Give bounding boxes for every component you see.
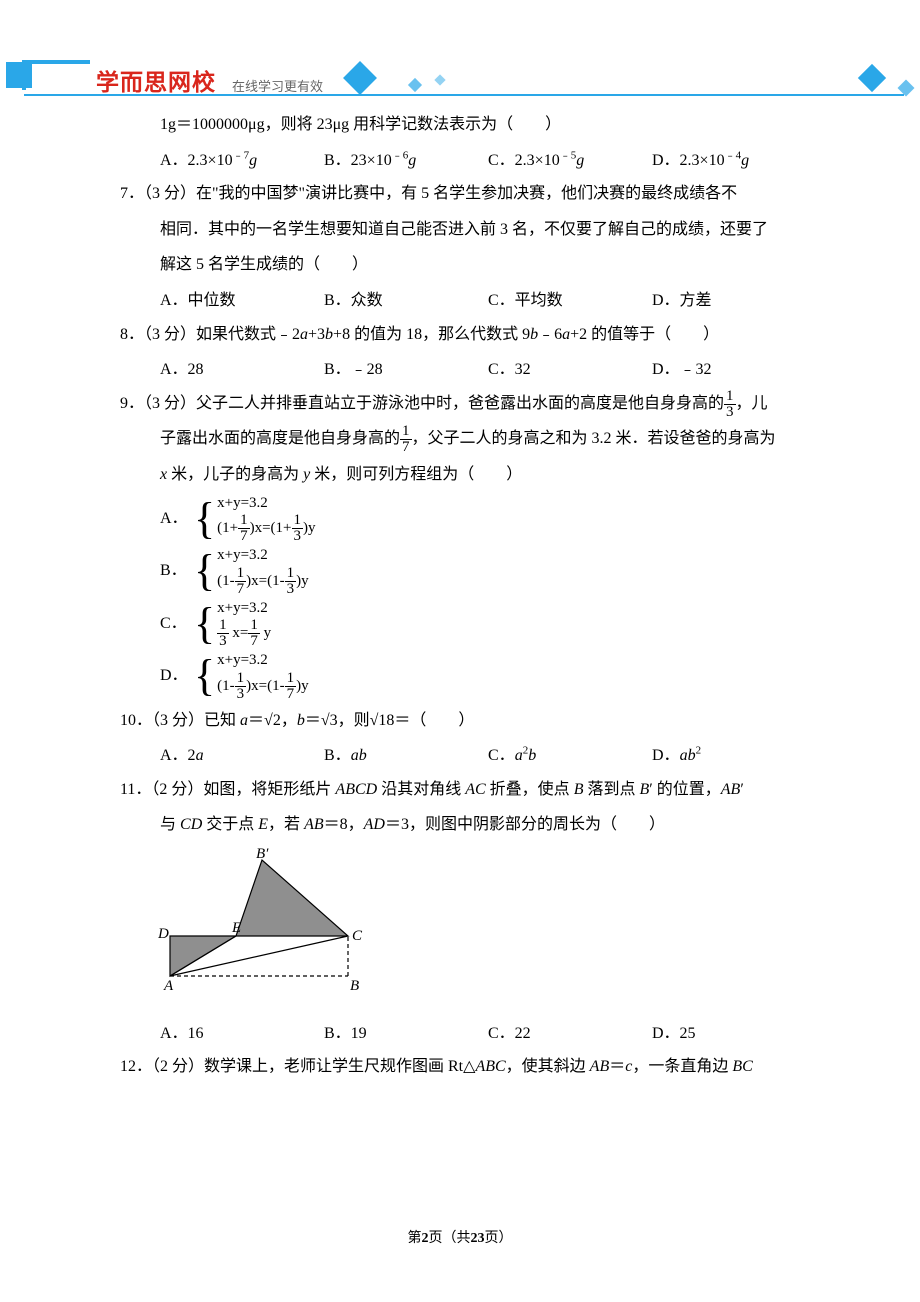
- footer-current: 2: [422, 1231, 429, 1246]
- q10-options: A．2a B．ab C．a2b D．ab2: [120, 739, 816, 773]
- diamond-icon: [858, 64, 886, 92]
- option-c: C．平均数: [488, 284, 652, 318]
- q9-line3: x 米，儿子的身高为 y 米，则可列方程组为（ ）: [120, 458, 816, 492]
- page-footer: 第2页（共23页）: [0, 1227, 920, 1247]
- q6-options: A．2.3×10﹣7g B．23×10﹣6g C．2.3×10﹣5g D．2.3…: [120, 144, 816, 178]
- option-a: A．中位数: [160, 284, 324, 318]
- q7-line2: 相同．其中的一名学生想要知道自己能否进入前 3 名，不仅要了解自己的成绩，还要了: [120, 213, 816, 247]
- q7-line1: 7．（3 分）在"我的中国梦"演讲比赛中，有 5 名学生参加决赛，他们决赛的最终…: [120, 177, 816, 211]
- brace-icon: {: [194, 605, 215, 643]
- option-label-b: B．: [160, 554, 194, 588]
- header-corner-bracket: [22, 60, 90, 90]
- q11-line2: 与 CD 交于点 E，若 AB＝8，AD＝3，则图中阴影部分的周长为（ ）: [120, 808, 816, 842]
- option-d: D．方差: [652, 284, 816, 318]
- option-b: B．23×10﹣6g: [324, 144, 488, 178]
- option-b: B．ab: [324, 739, 488, 773]
- svg-text:D: D: [158, 926, 169, 942]
- footer-post: 页）: [485, 1231, 513, 1246]
- q9-option-a: A． { x+y=3.2 (1+17)x=(1+13)y: [120, 494, 816, 545]
- q12-line1: 12．（2 分）数学课上，老师让学生尺规作图画 Rt△ABC，使其斜边 AB＝c…: [120, 1050, 816, 1084]
- option-a: A．16: [160, 1017, 324, 1051]
- svg-text:E: E: [231, 920, 241, 936]
- q7-options: A．中位数 B．众数 C．平均数 D．方差: [120, 284, 816, 318]
- q9-l2-post: ，父子二人的身高之和为 3.2 米．若设爸爸的身高为: [412, 430, 776, 447]
- brace-icon: {: [194, 552, 215, 590]
- equation-system: x+y=3.2 13 x=17 y: [217, 599, 271, 650]
- option-d: D．25: [652, 1017, 816, 1051]
- q9-option-c: C． { x+y=3.2 13 x=17 y: [120, 599, 816, 650]
- option-c: C．a2b: [488, 739, 652, 773]
- svg-text:B′: B′: [256, 848, 269, 862]
- q11-options: A．16 B．19 C．22 D．25: [120, 1017, 816, 1051]
- q9-l2-pre: 子露出水面的高度是他自身身高的: [160, 430, 400, 447]
- equation-system: x+y=3.2 (1-17)x=(1-13)y: [217, 546, 308, 597]
- svg-text:B: B: [350, 978, 359, 994]
- option-d: D．2.3×10﹣4g: [652, 144, 816, 178]
- footer-total: 23: [471, 1231, 485, 1246]
- option-d: D．﹣32: [652, 353, 816, 387]
- q11-line1: 11．（2 分）如图，将矩形纸片 ABCD 沿其对角线 AC 折叠，使点 B 落…: [120, 773, 816, 807]
- brace-icon: {: [194, 657, 215, 695]
- option-c: C．22: [488, 1017, 652, 1051]
- footer-mid: 页（共: [429, 1231, 471, 1246]
- q9-l1-pre: 9．（3 分）父子二人并排垂直站立于游泳池中时，爸爸露出水面的高度是他自身身高的: [120, 395, 724, 412]
- page-content: 1g＝1000000μg，则将 23μg 用科学记数法表示为（ ） A．2.3×…: [120, 108, 816, 1086]
- q9-option-d: D． { x+y=3.2 (1-13)x=(1-17)y: [120, 651, 816, 702]
- q11-figure: A B C D E B′: [120, 848, 816, 1011]
- q9-option-b: B． { x+y=3.2 (1-17)x=(1-13)y: [120, 546, 816, 597]
- q7-line3: 解这 5 名学生成绩的（ ）: [120, 248, 816, 282]
- logo-text: 学而思网校: [96, 63, 216, 97]
- q9-line1: 9．（3 分）父子二人并排垂直站立于游泳池中时，爸爸露出水面的高度是他自身身高的…: [120, 387, 816, 421]
- q10-line1: 10．（3 分）已知 a＝√2，b＝√3，则√18＝（ ）: [120, 704, 816, 738]
- q8-line1: 8．（3 分）如果代数式﹣2a+3b+8 的值为 18，那么代数式 9b﹣6a+…: [120, 318, 816, 352]
- diamond-icon: [408, 78, 422, 92]
- option-label-a: A．: [160, 502, 194, 536]
- option-a: A．2a: [160, 739, 324, 773]
- diamond-icon: [434, 74, 445, 85]
- header-underline: [24, 94, 904, 96]
- equation-system: x+y=3.2 (1+17)x=(1+13)y: [217, 494, 315, 545]
- equation-system: x+y=3.2 (1-13)x=(1-17)y: [217, 651, 308, 702]
- option-label-d: D．: [160, 659, 194, 693]
- footer-pre: 第: [408, 1231, 422, 1246]
- logo-subtitle: 在线学习更有效: [232, 76, 323, 95]
- q9-line2: 子露出水面的高度是他自身身高的17，父子二人的身高之和为 3.2 米．若设爸爸的…: [120, 422, 816, 456]
- option-c: C．32: [488, 353, 652, 387]
- q6-line: 1g＝1000000μg，则将 23μg 用科学记数法表示为（ ）: [120, 108, 816, 142]
- option-d: D．ab2: [652, 739, 816, 773]
- svg-text:A: A: [163, 978, 174, 994]
- svg-text:C: C: [352, 928, 363, 944]
- q9-l1-post: ，儿: [736, 395, 768, 412]
- option-label-c: C．: [160, 607, 194, 641]
- option-b: B．众数: [324, 284, 488, 318]
- option-c: C．2.3×10﹣5g: [488, 144, 652, 178]
- fraction-1-7: 17: [400, 424, 412, 455]
- brace-icon: {: [194, 500, 215, 538]
- diamond-icon: [343, 61, 377, 95]
- fraction-1-3: 13: [724, 389, 736, 420]
- option-a: A．28: [160, 353, 324, 387]
- option-a: A．2.3×10﹣7g: [160, 144, 324, 178]
- option-b: B．﹣28: [324, 353, 488, 387]
- option-b: B．19: [324, 1017, 488, 1051]
- q8-options: A．28 B．﹣28 C．32 D．﹣32: [120, 353, 816, 387]
